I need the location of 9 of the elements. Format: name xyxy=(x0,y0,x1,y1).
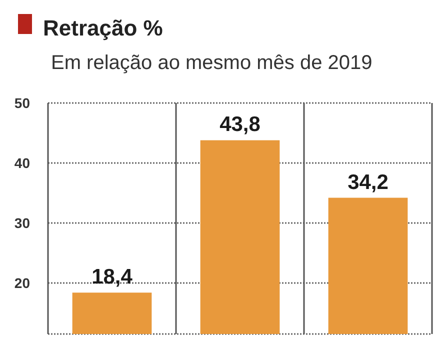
y-tick-label: 40 xyxy=(14,155,30,171)
y-tick-label: 50 xyxy=(14,95,30,111)
y-tick-label: 30 xyxy=(14,215,30,231)
chart-subtitle: Em relação ao mesmo mês de 2019 xyxy=(51,52,372,74)
data-label: 18,4 xyxy=(92,266,133,289)
data-label: 34,2 xyxy=(348,170,388,194)
chart-title: Retração % xyxy=(43,16,163,40)
y-tick-label: 20 xyxy=(14,275,30,291)
data-label: 43,8 xyxy=(220,113,261,136)
